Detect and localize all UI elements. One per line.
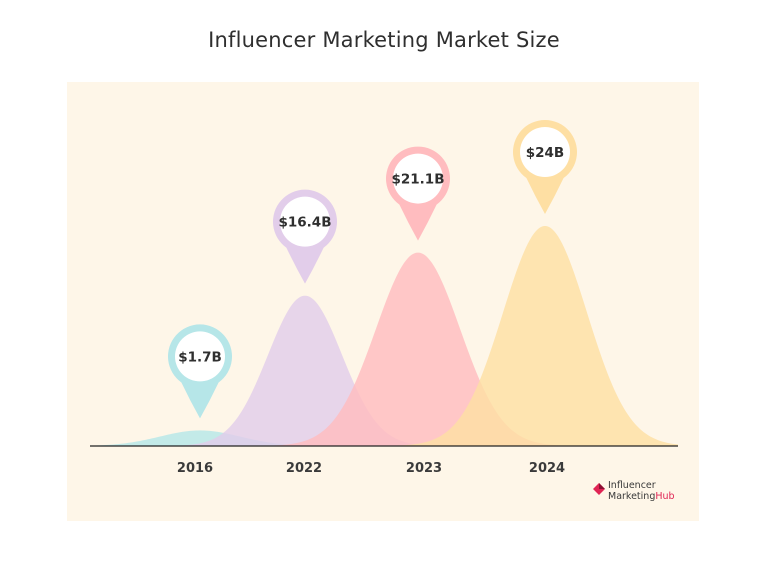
pin-2024: $24B: [513, 119, 577, 214]
data-label-2023: $21.1B: [392, 172, 445, 188]
curves-layer: [90, 226, 678, 446]
pin-inner-2023: [393, 153, 443, 204]
pins-layer: $1.7B $16.4B $21.1B $24B: [168, 119, 577, 419]
pin-2022: $16.4B: [273, 189, 337, 284]
logo-text: Influencer MarketingHub: [608, 480, 675, 502]
pin-inner-2022: [280, 196, 330, 247]
pin-inner-2024: [520, 127, 570, 177]
data-label-2024: $24B: [526, 145, 564, 161]
chart-title: Influencer Marketing Market Size: [208, 28, 560, 52]
x-tick-2016: 2016: [177, 461, 213, 476]
data-label-2022: $16.4B: [279, 215, 332, 231]
logo-line-2b: Hub: [655, 491, 675, 502]
x-tick-2022: 2022: [286, 461, 322, 476]
x-tick-labels: 2016 2022 2023 2024: [177, 461, 565, 476]
curve-2023: [90, 252, 678, 446]
influencer-marketing-hub-logo: Influencer MarketingHub: [593, 480, 693, 504]
pin-inner-2016: [175, 331, 225, 382]
x-tick-2023: 2023: [406, 461, 442, 476]
pin-2023: $21.1B: [386, 146, 450, 241]
logo-line-2a: Marketing: [608, 491, 656, 502]
chart-panel: [67, 82, 699, 521]
curve-2024: [90, 226, 678, 446]
data-label-2016: $1.7B: [178, 349, 222, 365]
pin-2016: $1.7B: [168, 324, 233, 419]
x-tick-2024: 2024: [529, 461, 565, 476]
logo-line-1: Influencer: [608, 480, 656, 491]
logo-mark-icon: [593, 483, 605, 495]
